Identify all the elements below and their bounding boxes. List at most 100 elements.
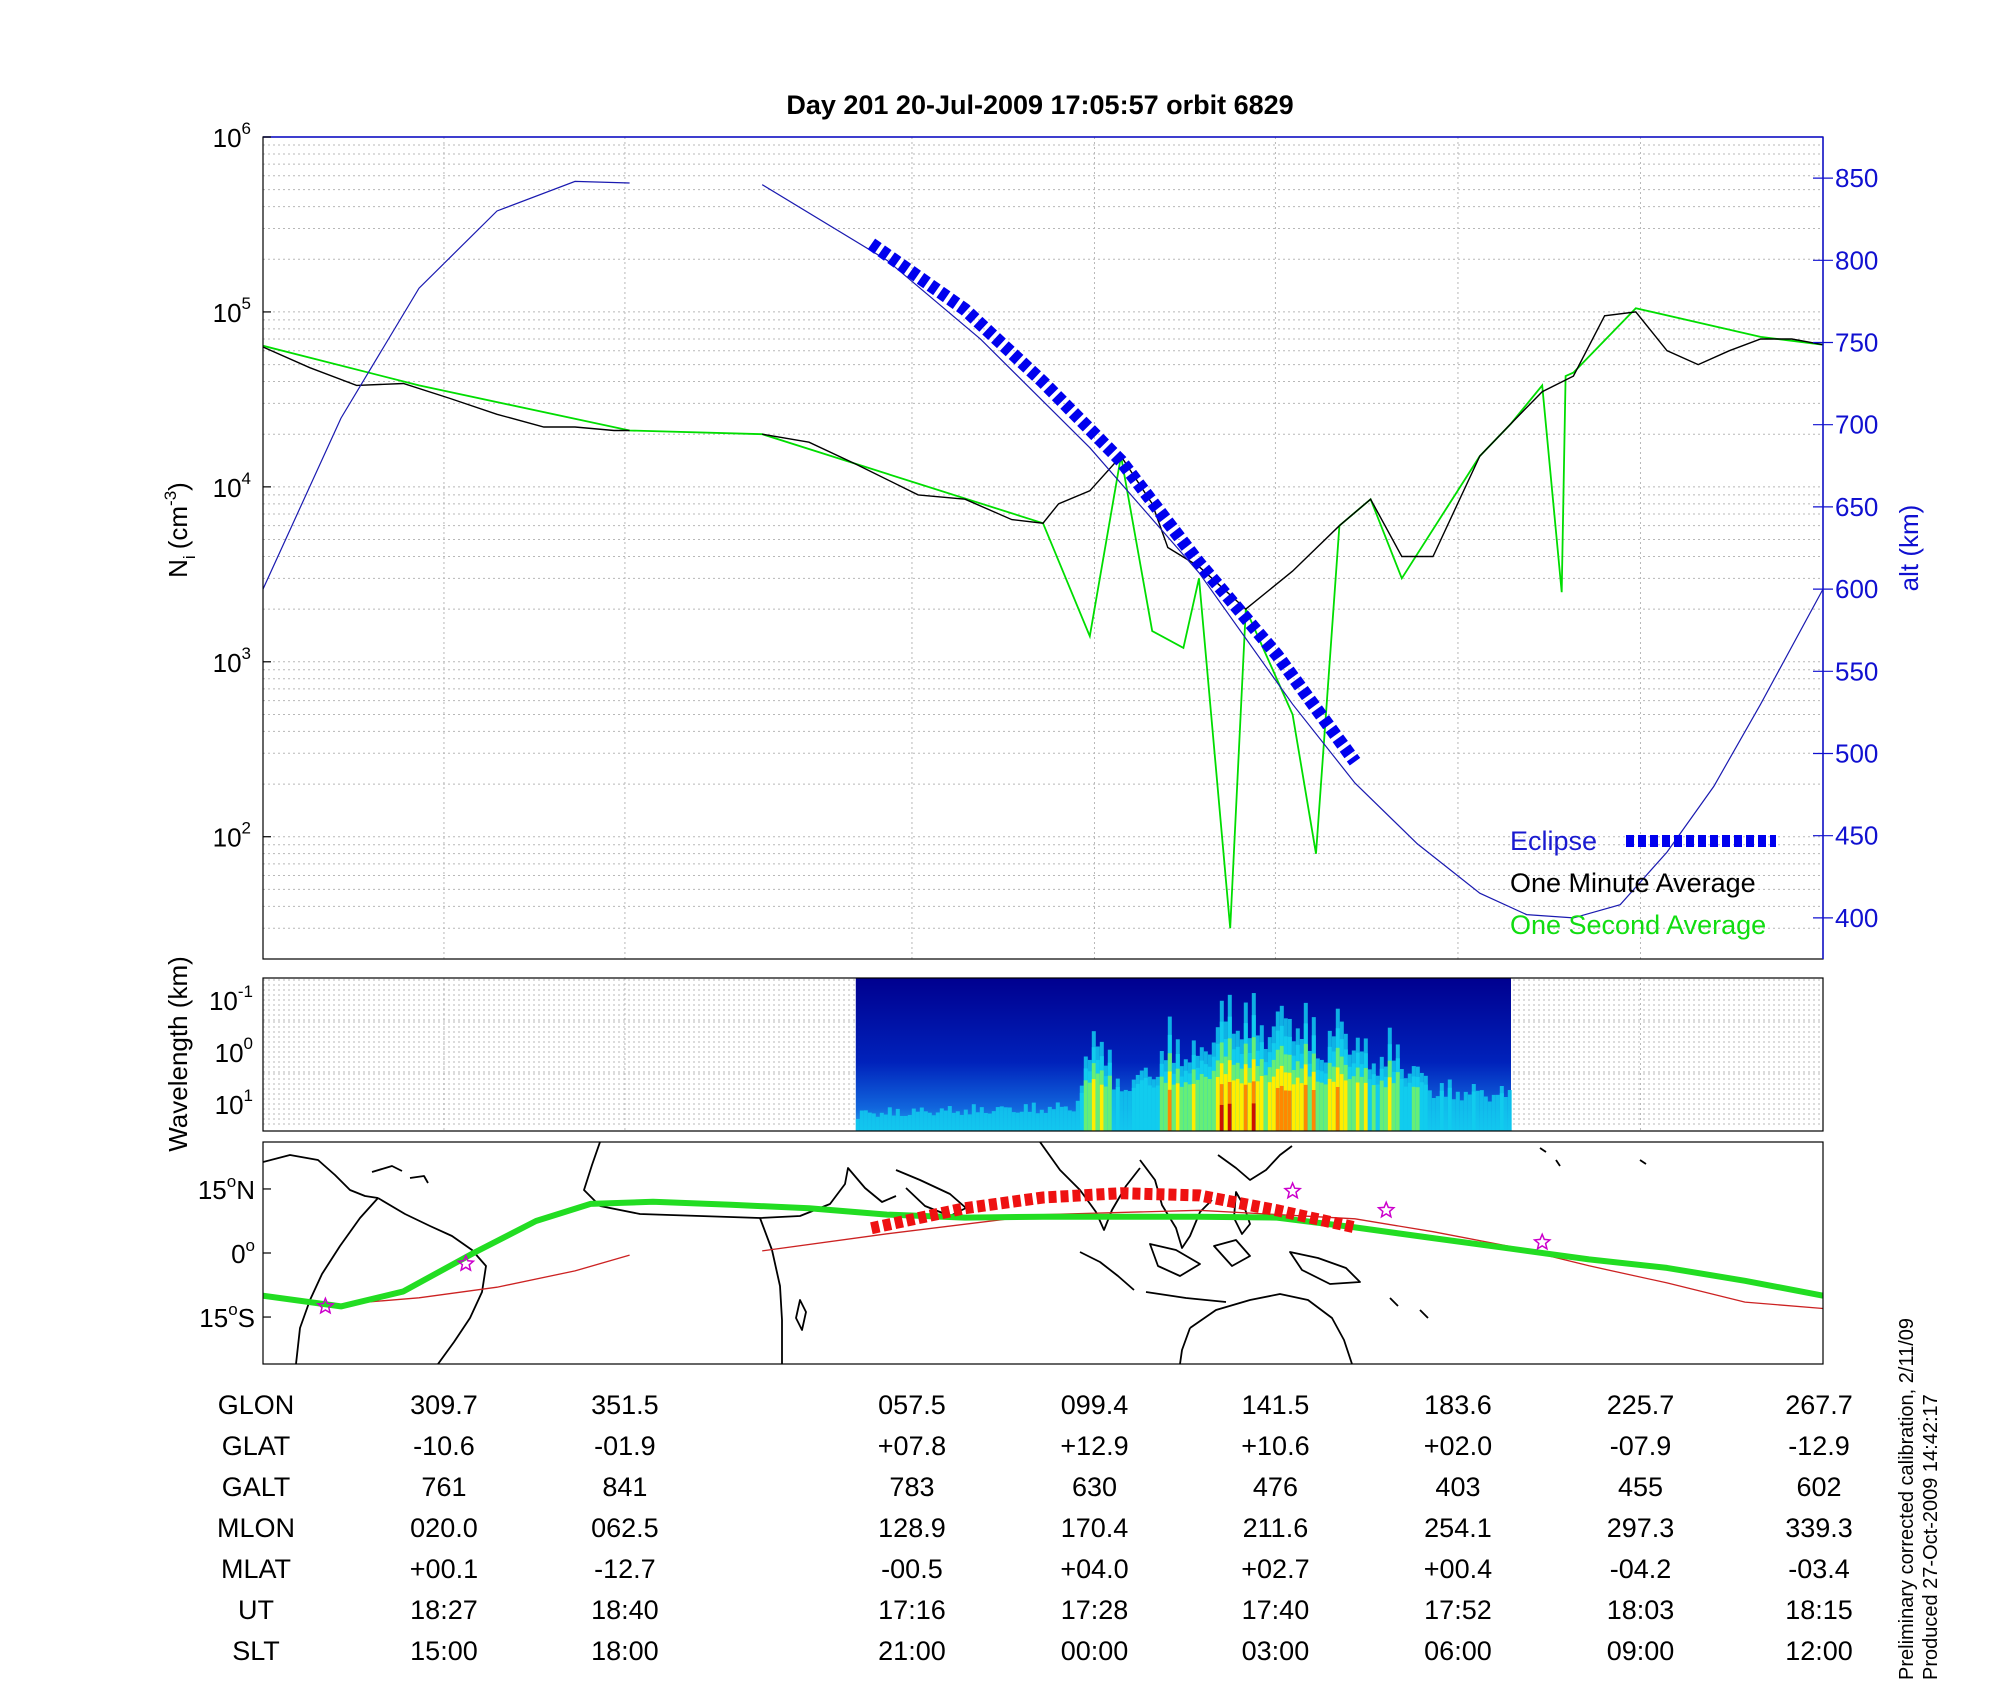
- table-cell: 00:00: [1061, 1636, 1129, 1666]
- altitude-tick-label: 700: [1835, 410, 1878, 440]
- table-cell: 267.7: [1785, 1390, 1853, 1420]
- spectrogram-column: [959, 1114, 964, 1131]
- table-cell: -07.9: [1610, 1431, 1672, 1461]
- table-cell: +12.9: [1060, 1431, 1128, 1461]
- spectrogram-column: [939, 1108, 944, 1131]
- map-tick-label: 15oS: [199, 1300, 255, 1333]
- table-cell: 170.4: [1061, 1513, 1129, 1543]
- spectrogram-column: [1383, 1087, 1388, 1131]
- ground-track-line: [263, 1198, 1823, 1310]
- spectrogram-column: [1019, 1111, 1024, 1131]
- map-tick-label: 0o: [231, 1236, 255, 1269]
- magnetic-equator-line: [340, 1254, 630, 1305]
- table-cell: 18:00: [591, 1636, 659, 1666]
- one-second-average-line: [263, 307, 1823, 929]
- spectrogram-column: [1367, 1079, 1372, 1131]
- density-series: [263, 180, 1823, 929]
- coast-pacific-islands: [1389, 1147, 1647, 1319]
- map-frame: [262, 1141, 1824, 1365]
- spectrogram-column: [871, 1113, 876, 1131]
- table-cell: 17:28: [1061, 1595, 1129, 1625]
- altitude-tick-label: 400: [1835, 903, 1878, 933]
- density-tick-label: 103: [213, 644, 251, 678]
- table-row-label: SLT: [232, 1636, 280, 1666]
- altitude-tick-label: 750: [1835, 328, 1878, 358]
- magnetic-equator-line: [762, 1209, 1823, 1310]
- spectrogram-column: [1099, 1084, 1104, 1131]
- table-cell: 03:00: [1242, 1636, 1310, 1666]
- spectrogram-column: [1431, 1098, 1436, 1131]
- table-cell: 339.3: [1785, 1513, 1853, 1543]
- spectrogram-column: [1139, 1080, 1144, 1131]
- map-tick-label: 15oN: [198, 1172, 255, 1205]
- spectrogram-column: [1051, 1109, 1056, 1131]
- table-cell: 17:16: [878, 1595, 946, 1625]
- altitude-line: [263, 180, 630, 590]
- spectrogram-column: [1111, 1089, 1116, 1131]
- spectrogram-column: [1107, 1075, 1112, 1131]
- spectrogram-column: [1239, 1083, 1244, 1131]
- spectrogram-column: [1455, 1091, 1460, 1131]
- table-cell: +00.4: [1424, 1554, 1492, 1584]
- spectrogram-column: [1187, 1084, 1192, 1131]
- spectrogram-column: [931, 1115, 936, 1131]
- table-cell: 211.6: [1243, 1513, 1309, 1543]
- spectrogram-column: [1131, 1087, 1136, 1131]
- spectrogram-column: [1315, 1081, 1320, 1131]
- spectrogram-column: [1279, 1085, 1284, 1131]
- spectrogram-column: [1055, 1102, 1060, 1131]
- spectrogram-column: [1475, 1090, 1480, 1131]
- spectrogram-column: [1347, 1079, 1352, 1131]
- spectrogram-column: [1331, 1081, 1336, 1131]
- table-row-label: GLAT: [222, 1431, 291, 1461]
- map-star-marker: [1532, 1232, 1552, 1251]
- spectrogram-column: [1355, 1082, 1360, 1131]
- spectrogram-column: [1447, 1087, 1452, 1131]
- altitude-tick-label: 550: [1835, 656, 1878, 686]
- density-label-unit-open: (cm: [163, 506, 193, 549]
- spectrogram-column: [1215, 1077, 1220, 1131]
- spectrogram-column: [935, 1112, 940, 1131]
- spectrogram-column: [975, 1112, 980, 1131]
- spectrogram-column: [1067, 1110, 1072, 1131]
- table-cell: 602: [1796, 1472, 1841, 1502]
- spectrogram-column: [1471, 1091, 1476, 1131]
- spectrogram-column: [1251, 1103, 1256, 1131]
- one-minute-average-line: [263, 346, 630, 432]
- table-row-label: UT: [238, 1595, 274, 1625]
- spectrogram-column: [967, 1114, 972, 1131]
- spectrogram-column: [1283, 1090, 1288, 1131]
- spectrogram-column: [1227, 1103, 1232, 1131]
- density-y-ticks: 106 105 104 103 102: [213, 119, 271, 853]
- spectrogram-column: [1091, 1079, 1096, 1131]
- spectrogram-column: [1011, 1112, 1016, 1131]
- spectrogram-column: [1123, 1089, 1128, 1131]
- spectrogram-column: [1459, 1100, 1464, 1131]
- spectrogram-column: [1175, 1083, 1180, 1131]
- spectrogram-column: [1023, 1104, 1028, 1131]
- spectrogram-column: [991, 1111, 996, 1131]
- spectrogram-column: [1487, 1101, 1492, 1131]
- table-cell: -00.5: [881, 1554, 943, 1584]
- spectrogram-column: [1103, 1086, 1108, 1131]
- spectrogram-column: [923, 1111, 928, 1131]
- table-cell: 09:00: [1607, 1636, 1675, 1666]
- map-star-marker: [1376, 1200, 1396, 1219]
- spectrogram-column: [1095, 1073, 1100, 1131]
- spectrogram-column: [1415, 1087, 1420, 1131]
- spectrogram-column: [1399, 1078, 1404, 1131]
- table-row-label: MLAT: [221, 1554, 291, 1584]
- map-panel: 15oN 0o 15oS: [198, 1141, 1824, 1365]
- spectrogram-column: [1363, 1082, 1368, 1131]
- spectrogram-column: [855, 1118, 860, 1131]
- spectrogram-column: [1143, 1077, 1148, 1131]
- table-cell: 841: [602, 1472, 647, 1502]
- spectrogram-column: [1339, 1074, 1344, 1131]
- altitude-tick-label: 500: [1835, 739, 1878, 769]
- spectrogram-column: [1439, 1090, 1444, 1131]
- table-cell: 225.7: [1607, 1390, 1675, 1420]
- spectrogram-column: [943, 1110, 948, 1131]
- spectrogram-column: [1411, 1086, 1416, 1131]
- table-cell: 12:00: [1785, 1636, 1853, 1666]
- spectrogram-column: [1463, 1091, 1468, 1131]
